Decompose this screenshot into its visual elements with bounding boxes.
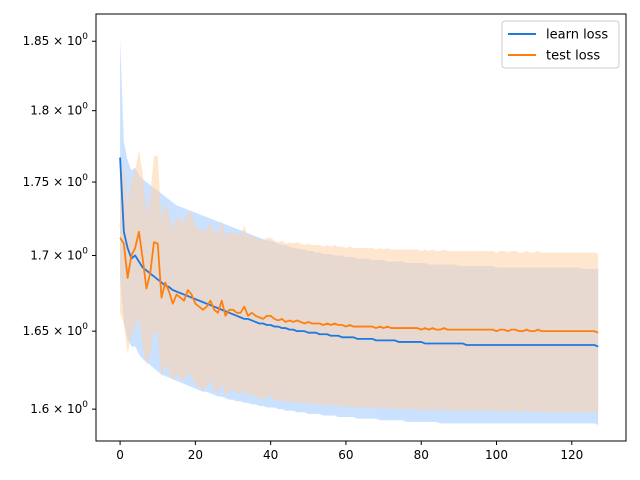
legend-label-test-loss: test loss <box>546 49 600 64</box>
x-tick-label: 100 <box>485 448 508 462</box>
y-tick-label: 1.6 × 100 <box>30 400 88 416</box>
x-tick-label: 80 <box>414 448 429 462</box>
legend-label-learn-loss: learn loss <box>546 28 608 43</box>
y-tick-label: 1.85 × 100 <box>23 32 89 48</box>
x-tick-label: 20 <box>188 448 203 462</box>
legend-box <box>501 20 620 69</box>
confidence-bands <box>120 38 599 426</box>
x-tick-label: 60 <box>338 448 353 462</box>
x-tick-label: 40 <box>263 448 278 462</box>
y-tick-label: 1.7 × 100 <box>30 247 88 263</box>
x-tick-label: 120 <box>560 448 583 462</box>
y-tick-label: 1.65 × 100 <box>23 322 89 338</box>
y-tick-label: 1.8 × 100 <box>30 102 88 118</box>
x-axis: 0 20 40 60 80 100 120 <box>116 441 583 462</box>
line-test-loss <box>119 230 599 334</box>
band-test-loss <box>120 150 599 414</box>
series-lines <box>119 157 599 348</box>
legend: learn loss test loss <box>501 20 620 69</box>
plot-frame <box>95 13 627 442</box>
y-axis: 1.6 × 100 1.65 × 100 1.7 × 100 1.75 × 100 1.… <box>23 32 96 416</box>
line-learn-loss <box>119 157 599 348</box>
y-tick-label: 1.75 × 100 <box>23 173 89 189</box>
x-tick-label: 0 <box>116 448 124 462</box>
